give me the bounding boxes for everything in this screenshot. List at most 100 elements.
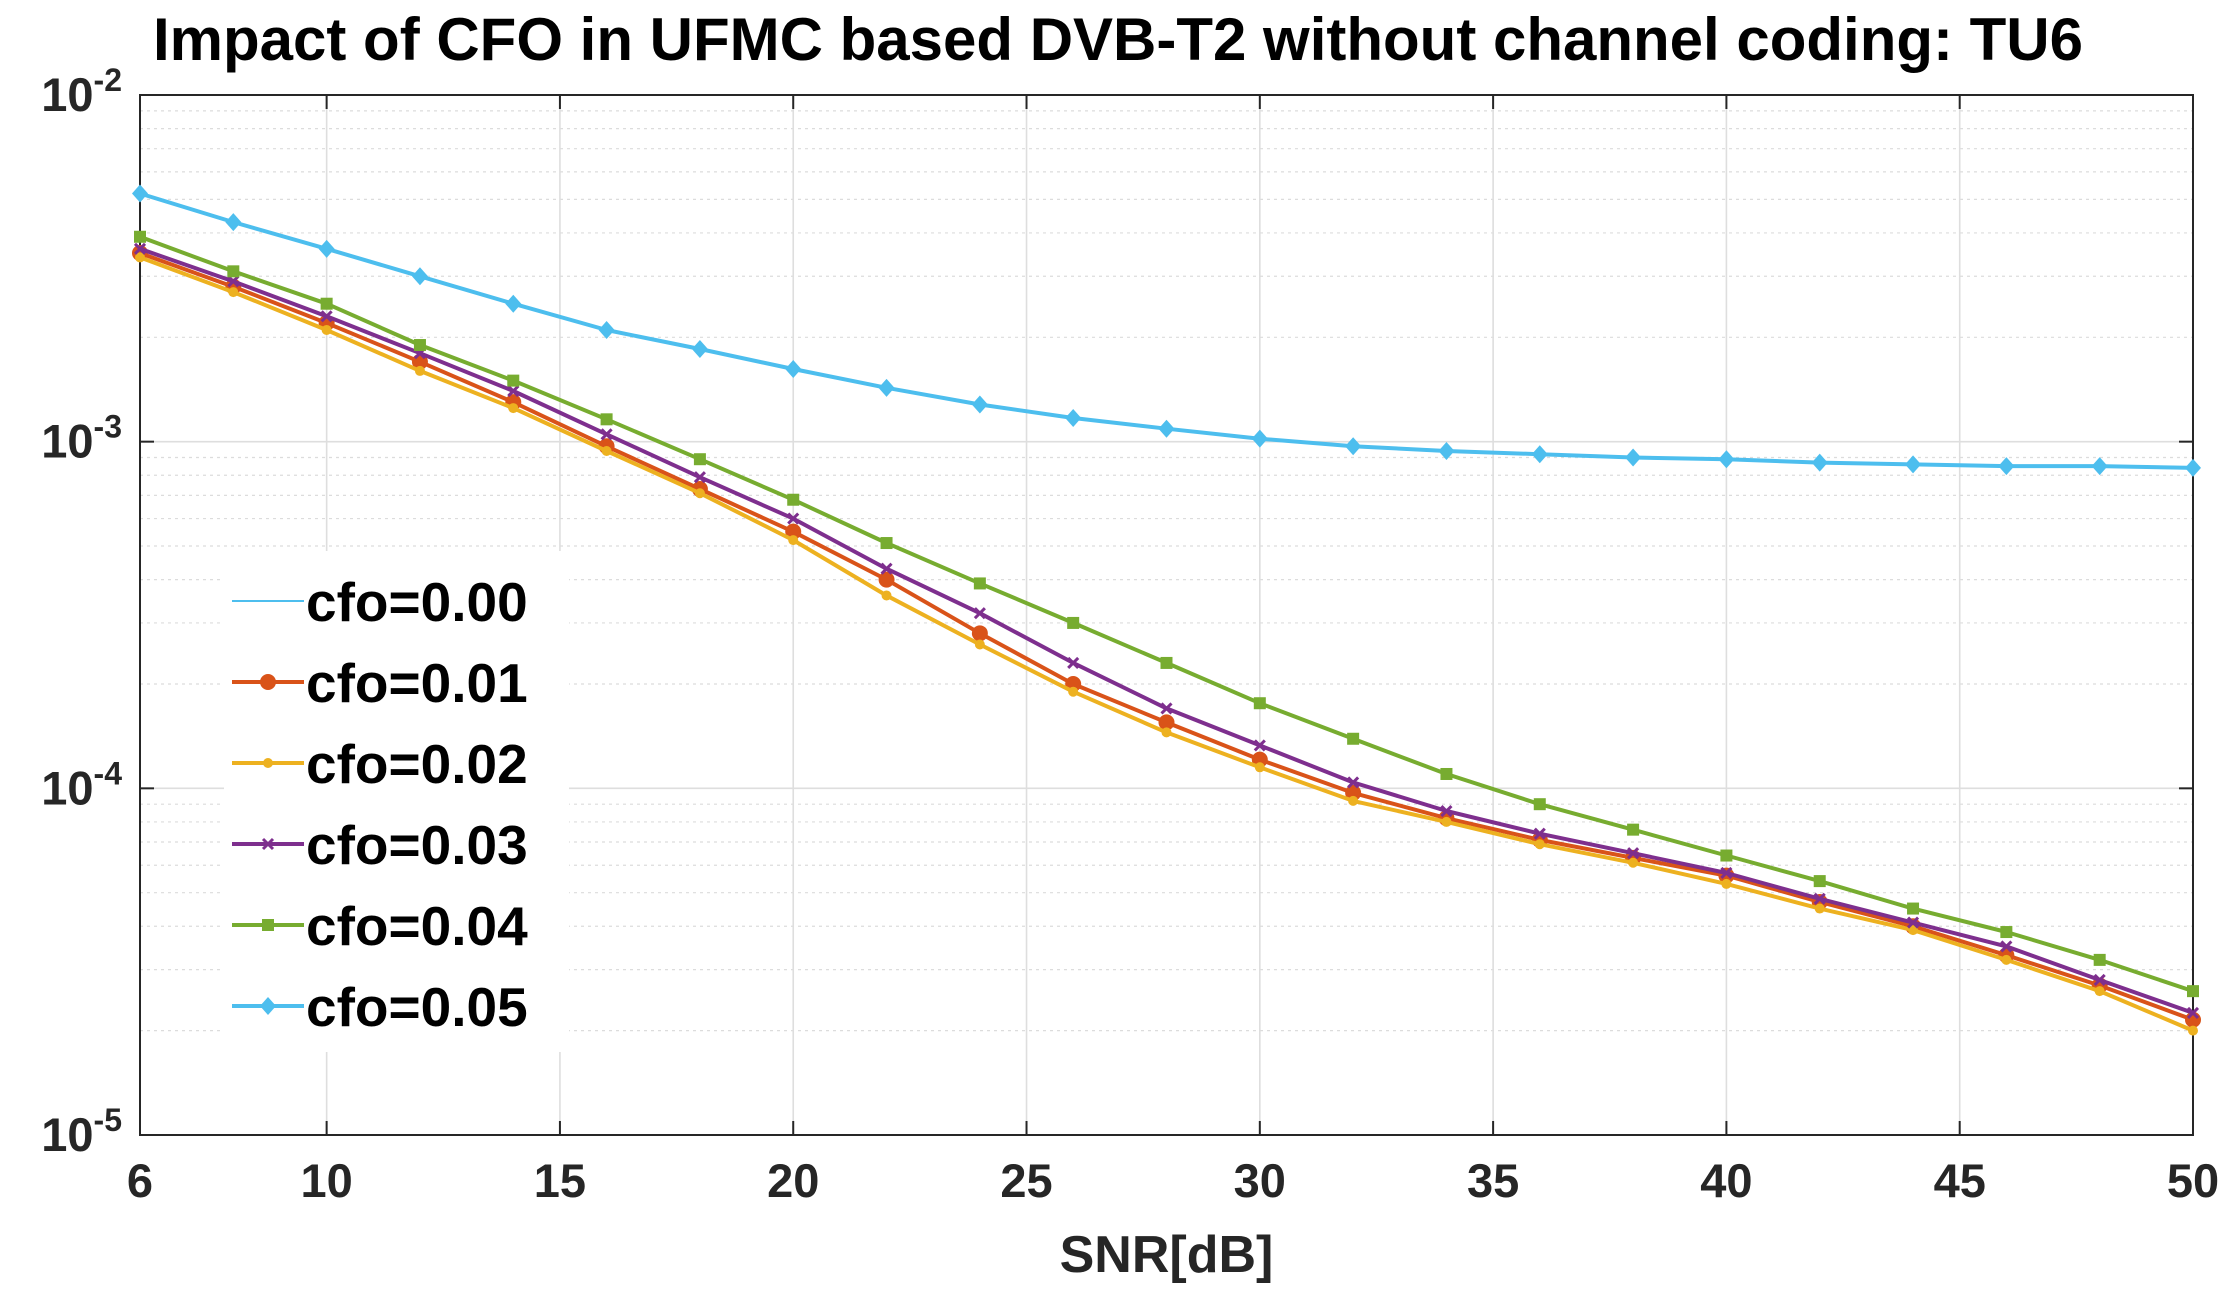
marker [134, 230, 146, 243]
marker [1531, 445, 1548, 464]
marker [1440, 804, 1453, 818]
legend-entry: cfo=0.04 [232, 895, 528, 957]
marker [1160, 702, 1173, 715]
legend-entry: cfo=0.01 [232, 652, 528, 714]
marker [1347, 776, 1360, 789]
series [132, 184, 2201, 1036]
marker [1721, 878, 1732, 889]
marker [971, 625, 988, 642]
marker [2187, 985, 2199, 998]
marker-stroke [1906, 916, 1920, 929]
marker [694, 488, 705, 499]
x-tick-label: 25 [1000, 1154, 1052, 1207]
marker [1998, 457, 2015, 476]
marker [1161, 727, 1172, 738]
marker [1160, 656, 1173, 669]
marker [225, 213, 242, 232]
marker [1348, 795, 1359, 806]
legend-entry: cfo=0.02 [232, 733, 528, 795]
marker [1533, 798, 1546, 811]
marker [2001, 954, 2012, 965]
marker [1251, 429, 1268, 448]
marker [1065, 409, 1082, 428]
x-tick-label: 20 [767, 1154, 819, 1207]
marker [1906, 916, 1920, 929]
legend-entry: cfo=0.03 [232, 814, 528, 876]
marker [878, 378, 895, 397]
marker [505, 294, 522, 313]
marker [880, 562, 893, 575]
marker-stroke [320, 310, 333, 323]
marker [1814, 903, 1825, 914]
marker-stroke [600, 428, 613, 441]
marker-stroke [1627, 847, 1640, 860]
x-tick-label: 15 [534, 1154, 586, 1207]
marker [788, 535, 799, 546]
marker [1441, 816, 1452, 827]
x-tick-label: 35 [1467, 1154, 1519, 1207]
marker [135, 252, 145, 263]
marker-stroke [1720, 866, 1733, 880]
marker [414, 365, 425, 376]
marker [1813, 875, 1826, 888]
marker [1628, 857, 1639, 868]
marker [785, 360, 802, 379]
marker [2000, 940, 2013, 953]
marker [2188, 1025, 2198, 1036]
marker [1908, 925, 1919, 936]
marker [2185, 458, 2201, 477]
marker [600, 413, 613, 426]
marker [1718, 450, 1735, 469]
marker-stroke [1067, 656, 1080, 669]
marker [1625, 448, 1642, 467]
marker [1440, 767, 1453, 780]
legend-box [224, 551, 569, 1052]
marker [1720, 866, 1733, 880]
legend-label: cfo=0.00 [306, 571, 528, 633]
marker [1158, 419, 1175, 438]
marker [787, 493, 800, 506]
plot-area [139, 94, 2194, 1136]
marker-stroke [880, 562, 893, 575]
marker [1067, 616, 1080, 629]
series-cfo=0.05 [132, 184, 2201, 477]
y-tick-label: 10-4 [41, 755, 122, 814]
marker-stroke [693, 471, 706, 484]
marker [411, 267, 428, 286]
marker [971, 395, 988, 414]
marker-stroke [227, 275, 240, 288]
legend-label: cfo=0.05 [306, 976, 528, 1038]
marker [1438, 441, 1455, 460]
marker [227, 265, 240, 278]
marker [507, 384, 520, 398]
marker [413, 339, 426, 352]
marker [2093, 953, 2106, 966]
marker [1253, 697, 1266, 710]
marker [1067, 656, 1080, 669]
legend-label: cfo=0.03 [306, 814, 528, 876]
series-cfo=0.04 [134, 230, 2199, 998]
marker [1811, 453, 1828, 472]
marker [320, 310, 333, 323]
x-tick-label: 6 [127, 1154, 153, 1207]
marker [1253, 739, 1266, 752]
marker [318, 239, 335, 258]
axis-ticks: 6 10 15 20 25 30 35 40 45 50 10-5 10-4 10-3 10-2 [41, 62, 2219, 1207]
marker-stroke [133, 242, 147, 255]
marker-stroke [1160, 702, 1173, 715]
y-tick-label: 10-3 [41, 409, 122, 468]
marker-stroke [973, 607, 986, 620]
marker [693, 453, 706, 466]
marker [260, 997, 276, 1015]
marker [1347, 732, 1360, 745]
marker [1905, 455, 1922, 474]
marker [2094, 986, 2105, 997]
chart-title: Impact of CFO in UFMC based DVB-T2 witho… [153, 6, 2083, 73]
legend-entry: cfo=0.05 [232, 976, 528, 1038]
marker [321, 324, 332, 335]
marker [878, 571, 895, 588]
y-tick-label: 10-2 [41, 62, 122, 121]
x-axis-label: SNR[dB] [1060, 1226, 1274, 1284]
marker [228, 287, 239, 298]
